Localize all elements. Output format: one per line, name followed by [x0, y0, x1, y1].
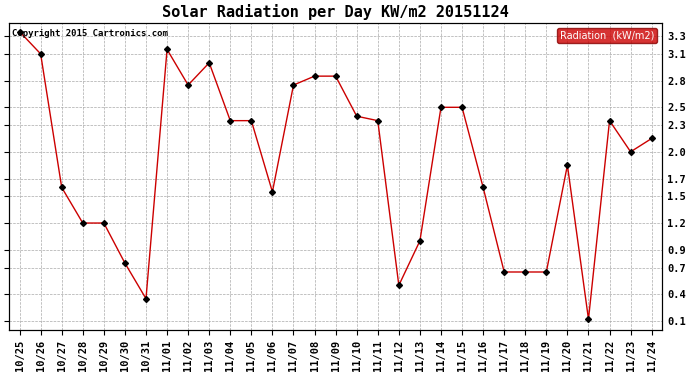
Text: Copyright 2015 Cartronics.com: Copyright 2015 Cartronics.com: [12, 29, 168, 38]
Title: Solar Radiation per Day KW/m2 20151124: Solar Radiation per Day KW/m2 20151124: [162, 4, 509, 20]
Legend: Radiation  (kW/m2): Radiation (kW/m2): [557, 28, 658, 44]
